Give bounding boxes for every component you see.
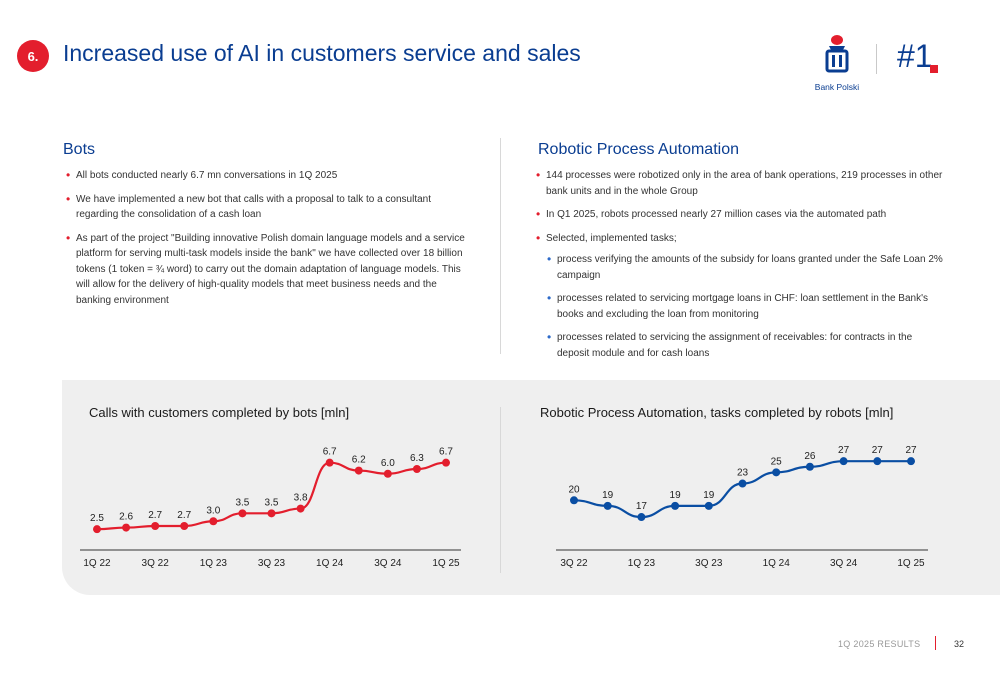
x-tick-label: 1Q 24 <box>316 558 344 569</box>
bullet-item: Selected, implemented tasks; <box>533 231 943 247</box>
data-label: 6.0 <box>381 458 395 469</box>
data-label: 27 <box>872 445 884 456</box>
data-point <box>296 504 305 513</box>
x-tick-label: 1Q 25 <box>897 558 925 569</box>
bullet-item: As part of the project "Building innovat… <box>63 231 473 309</box>
column-divider <box>500 138 501 354</box>
logo-divider <box>876 44 877 74</box>
data-label: 2.5 <box>90 513 104 524</box>
footer-report-label: 1Q 2025 RESULTS <box>838 639 921 649</box>
data-point <box>209 517 218 526</box>
data-point <box>412 465 421 473</box>
bots-chart-title: Calls with customers completed by bots [… <box>89 405 350 420</box>
data-label: 25 <box>771 456 783 467</box>
data-point <box>238 509 247 518</box>
data-label: 27 <box>838 445 850 456</box>
footer-separator <box>935 636 936 650</box>
data-point <box>671 501 680 510</box>
data-label: 27 <box>905 445 917 456</box>
data-label: 3.5 <box>265 497 279 508</box>
data-label: 19 <box>670 490 682 501</box>
x-tick-label: 1Q 25 <box>432 558 460 569</box>
task-item: processes related to servicing the assig… <box>546 330 944 361</box>
data-point <box>738 479 747 488</box>
data-point <box>122 523 131 532</box>
data-label: 6.7 <box>439 447 453 458</box>
x-tick-label: 3Q 22 <box>560 558 588 569</box>
rpa-bullet-list: 144 processes were robotized only in the… <box>533 168 943 254</box>
rpa-tasks-chart: 20 19 17 19 19 23 25 26 27 27 27 3Q 22 1Q 23 3Q 23 1Q … <box>556 445 928 569</box>
x-tick-label: 3Q 24 <box>830 558 858 569</box>
data-point <box>772 468 781 477</box>
data-point <box>570 496 578 505</box>
bots-bullet-list: All bots conducted nearly 6.7 mn convers… <box>63 168 473 316</box>
page-number: 32 <box>954 639 965 649</box>
charts-panel <box>62 380 1000 595</box>
data-point <box>704 501 713 510</box>
x-tick-label: 1Q 24 <box>763 558 791 569</box>
x-tick-label: 1Q 22 <box>83 558 111 569</box>
bots-calls-chart: 2.5 2.6 2.7 2.7 3.0 3.5 3.5 3.8 6.7 6.2 6.0 6.3 6.7 1… <box>80 447 461 569</box>
data-label: 19 <box>602 490 614 501</box>
x-tick-label: 3Q 24 <box>374 558 402 569</box>
data-point <box>442 458 450 467</box>
data-label: 26 <box>804 451 816 462</box>
data-label: 2.7 <box>177 510 191 521</box>
data-point <box>354 466 363 475</box>
chart-divider <box>500 407 501 573</box>
bank-logo <box>825 35 849 73</box>
data-point <box>603 501 612 510</box>
data-label: 6.3 <box>410 453 424 464</box>
data-point <box>180 522 189 530</box>
rank-dot <box>930 65 938 73</box>
data-label: 20 <box>568 484 580 495</box>
data-point <box>151 522 160 530</box>
data-point <box>267 509 276 518</box>
bullet-item: In Q1 2025, robots processed nearly 27 m… <box>533 207 943 223</box>
x-tick-label: 3Q 23 <box>695 558 723 569</box>
bullet-item: 144 processes were robotized only in the… <box>533 168 943 199</box>
data-point <box>907 457 915 466</box>
data-label: 3.0 <box>206 505 220 516</box>
data-label: 23 <box>737 468 749 479</box>
rpa-task-list: process verifying the amounts of the sub… <box>546 252 944 369</box>
section-number-badge: 6. <box>17 40 49 72</box>
task-item: processes related to servicing mortgage … <box>546 291 944 322</box>
rpa-chart-title: Robotic Process Automation, tasks comple… <box>540 405 894 420</box>
x-tick-label: 1Q 23 <box>200 558 228 569</box>
data-point <box>325 458 334 467</box>
task-item: process verifying the amounts of the sub… <box>546 252 944 283</box>
data-point <box>93 525 101 534</box>
rank-label: #1 <box>897 38 933 74</box>
data-label: 6.7 <box>323 447 337 458</box>
x-tick-label: 3Q 22 <box>142 558 170 569</box>
bullet-item: We have implemented a new bot that calls… <box>63 192 473 223</box>
data-label: 2.6 <box>119 512 133 523</box>
data-label: 6.2 <box>352 455 366 466</box>
bots-title: Bots <box>63 141 96 158</box>
logo-caption: Bank Polski <box>814 82 860 92</box>
data-label: 19 <box>703 490 715 501</box>
x-tick-label: 3Q 23 <box>258 558 286 569</box>
data-label: 2.7 <box>148 510 162 521</box>
bullet-item: All bots conducted nearly 6.7 mn convers… <box>63 168 473 184</box>
data-label: 17 <box>636 501 648 512</box>
data-point <box>383 469 392 478</box>
data-point <box>873 457 882 466</box>
data-point <box>839 457 848 466</box>
rpa-title: Robotic Process Automation <box>538 141 739 158</box>
page-title: Increased use of AI in customers service… <box>63 40 581 66</box>
data-point <box>637 513 646 522</box>
x-tick-label: 1Q 23 <box>628 558 656 569</box>
data-point <box>805 462 814 471</box>
data-label: 3.8 <box>294 493 308 504</box>
data-label: 3.5 <box>235 497 249 508</box>
